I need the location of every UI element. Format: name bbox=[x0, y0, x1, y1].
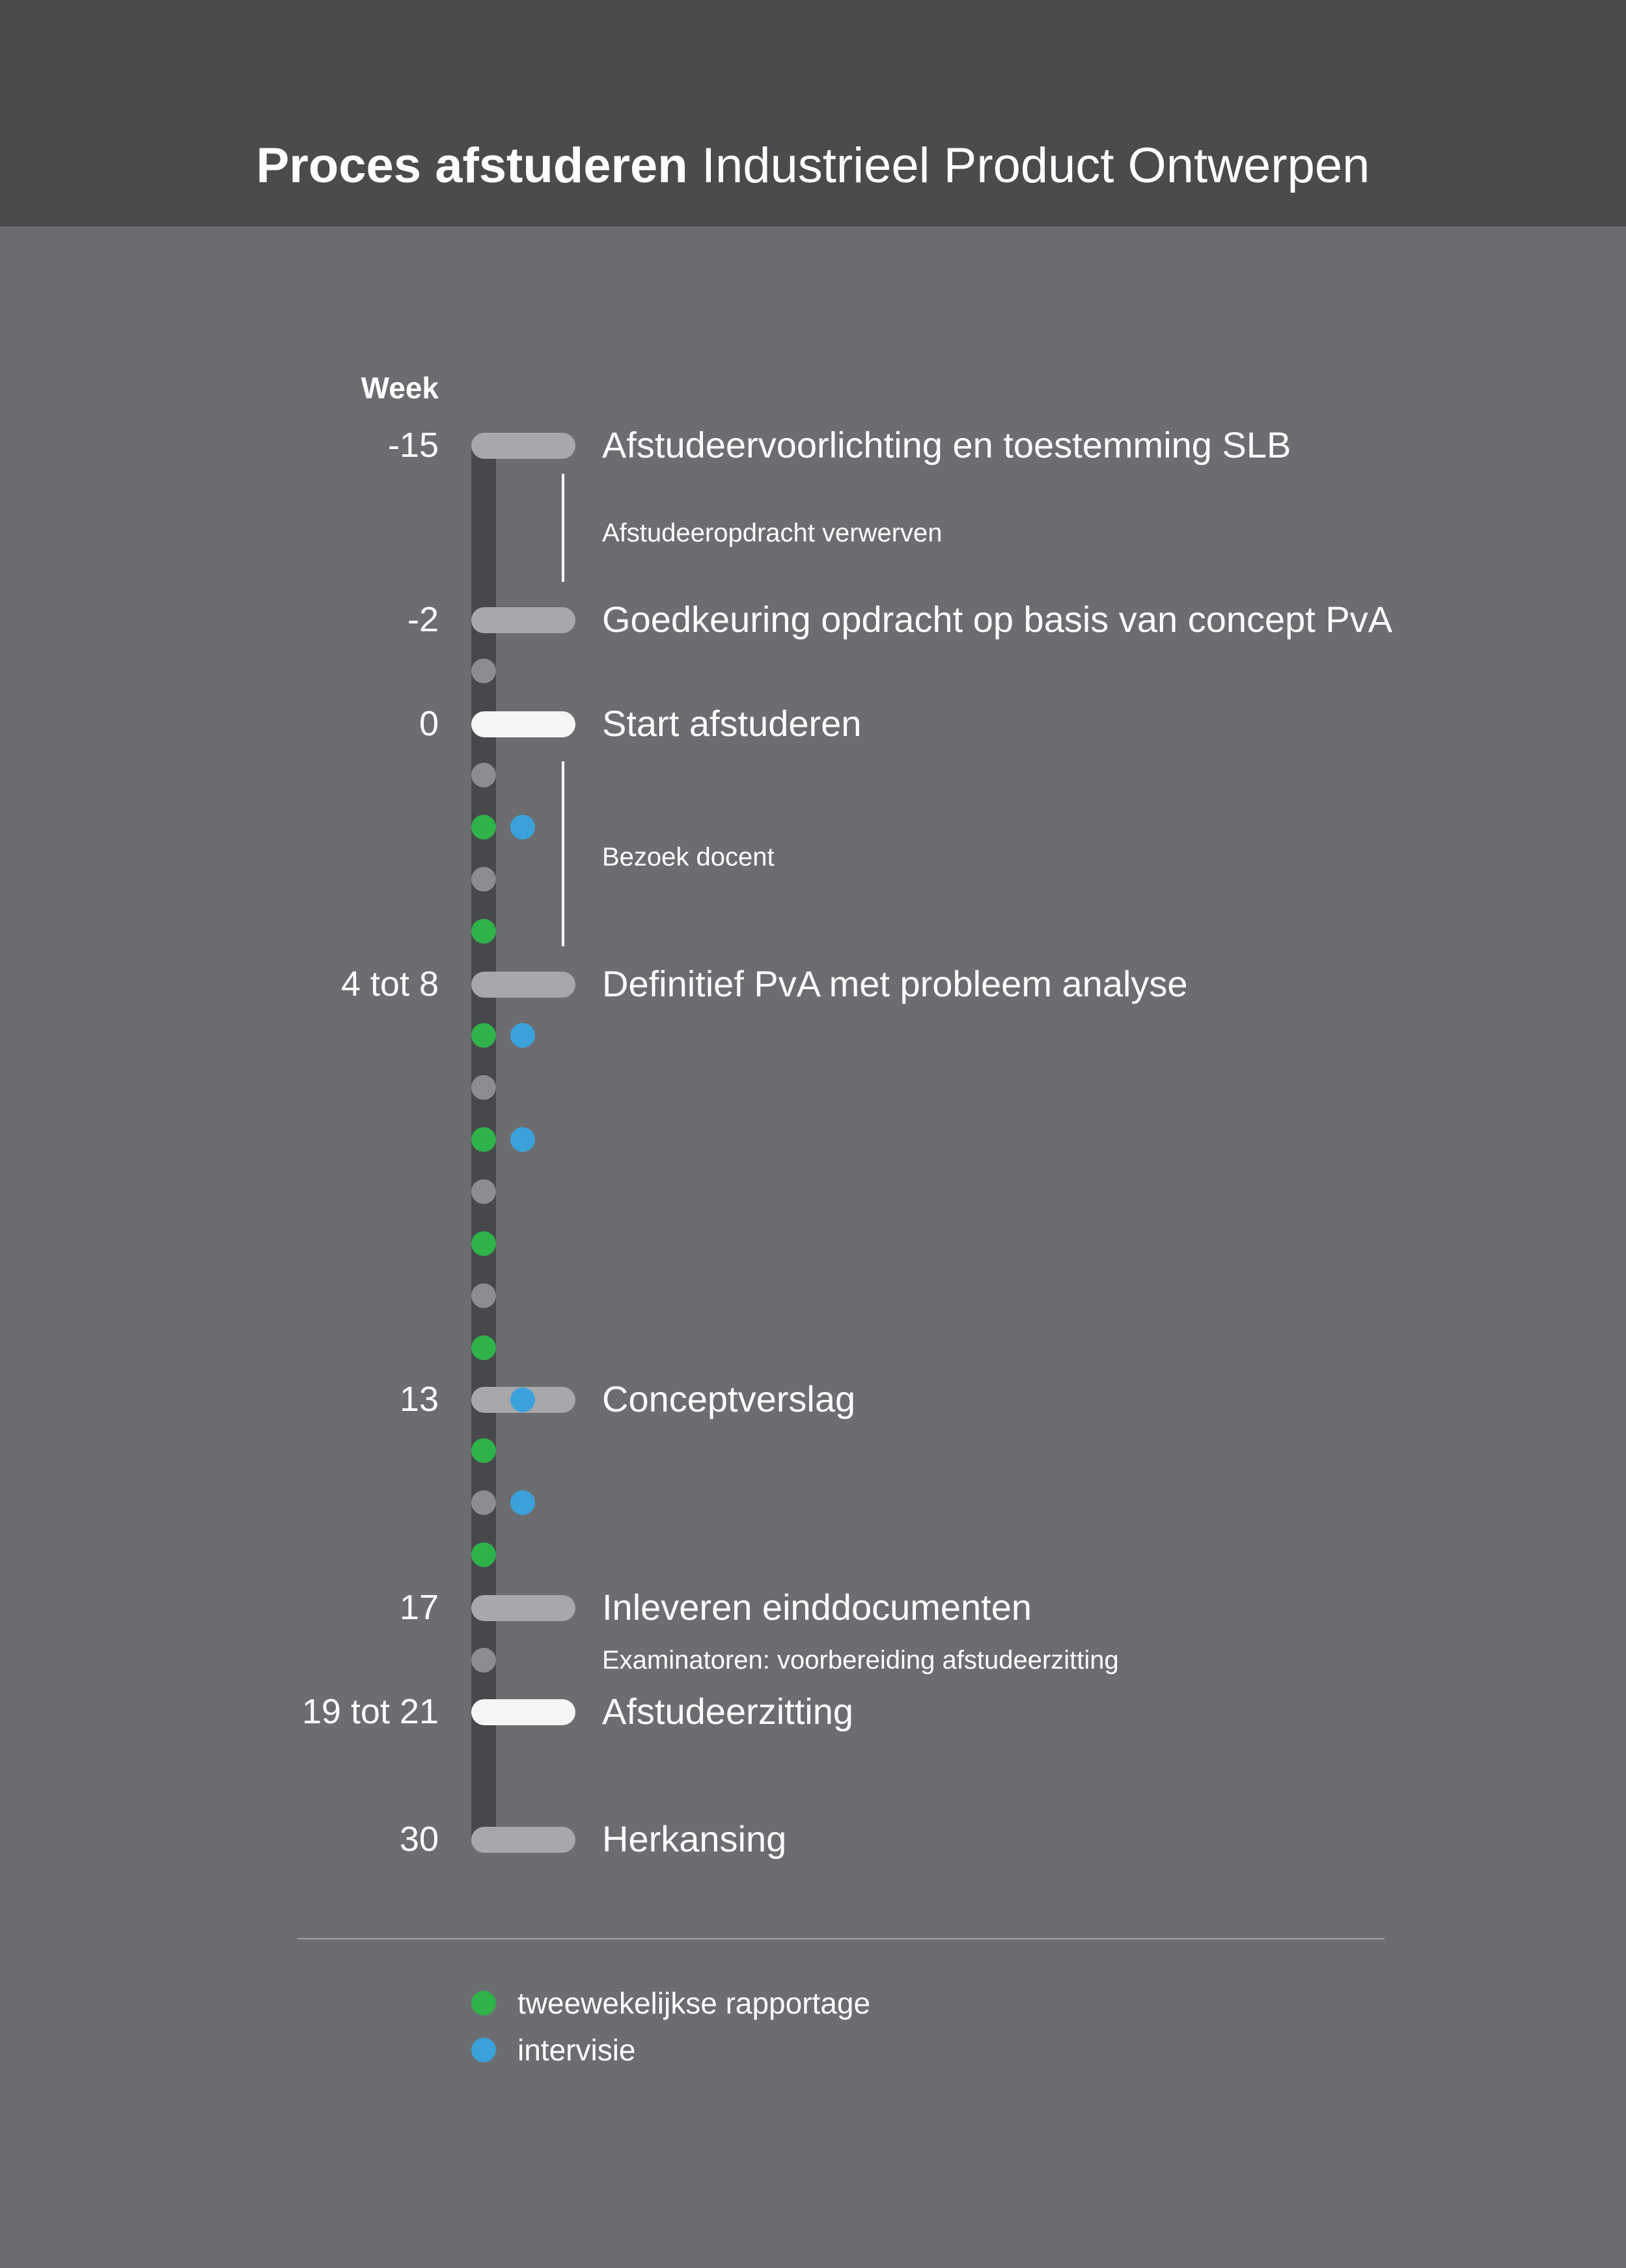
milestone-bar bbox=[471, 972, 575, 998]
period-label: Bezoek docent bbox=[602, 843, 775, 871]
week-number: 0 bbox=[419, 704, 439, 743]
milestone-label: Afstudeerzitting bbox=[602, 1691, 853, 1732]
milestone-bar bbox=[471, 607, 575, 633]
rapportage-dot bbox=[471, 919, 496, 944]
intervisie-dot bbox=[510, 1127, 535, 1152]
legend-label: intervisie bbox=[517, 2033, 636, 2067]
week-column-header: Week bbox=[361, 371, 439, 405]
period-label: Examinatoren: voorbereiding afstudeerzit… bbox=[602, 1646, 1119, 1674]
milestone-bar bbox=[471, 1595, 575, 1621]
milestone-label: Definitief PvA met probleem analyse bbox=[602, 963, 1188, 1004]
weekly-dot bbox=[471, 659, 496, 683]
period-bracket bbox=[562, 761, 564, 946]
milestone-label: Afstudeervoorlichting en toestemming SLB bbox=[602, 424, 1291, 465]
legend-label: tweewekelijkse rapportage bbox=[517, 1986, 871, 2020]
milestone-label: Conceptverslag bbox=[602, 1378, 856, 1419]
rapportage-dot bbox=[471, 1231, 496, 1256]
milestone-label: Goedkeuring opdracht op basis van concep… bbox=[602, 599, 1393, 640]
rapportage-dot bbox=[471, 1023, 496, 1048]
week-number: 30 bbox=[399, 1820, 439, 1859]
week-number: -15 bbox=[387, 426, 439, 465]
week-number: -2 bbox=[407, 600, 439, 639]
rapportage-dot bbox=[471, 1335, 496, 1360]
week-number: 19 tot 21 bbox=[301, 1692, 439, 1731]
weekly-dot bbox=[471, 867, 496, 892]
legend-green-swatch bbox=[471, 1991, 496, 2015]
milestone-bar bbox=[471, 711, 575, 737]
legend-blue-swatch bbox=[471, 2038, 496, 2062]
divider bbox=[297, 1938, 1385, 1939]
period-bracket bbox=[562, 474, 564, 582]
week-number: 4 tot 8 bbox=[340, 964, 439, 1004]
milestone-label: Inleveren einddocumenten bbox=[602, 1587, 1032, 1628]
period-label: Afstudeeropdracht verwerven bbox=[602, 519, 943, 547]
milestone-bar bbox=[471, 433, 575, 459]
weekly-dot bbox=[471, 1283, 496, 1308]
week-number: 13 bbox=[399, 1380, 439, 1419]
page-title: Proces afstuderen Industrieel Product On… bbox=[0, 137, 1626, 195]
rapportage-dot bbox=[471, 1127, 496, 1152]
milestone-label: Herkansing bbox=[602, 1818, 787, 1859]
milestone-bar bbox=[471, 1827, 575, 1853]
rapportage-dot bbox=[471, 1542, 496, 1567]
rapportage-dot bbox=[471, 815, 496, 840]
intervisie-dot bbox=[510, 1490, 535, 1515]
weekly-dot bbox=[471, 1075, 496, 1100]
intervisie-dot bbox=[510, 815, 535, 840]
week-number: 17 bbox=[399, 1588, 439, 1627]
weekly-dot bbox=[471, 763, 496, 787]
title-light: Industrieel Product Ontwerpen bbox=[701, 138, 1370, 193]
rapportage-dot bbox=[471, 1438, 496, 1463]
intervisie-dot bbox=[510, 1023, 535, 1048]
weekly-dot bbox=[471, 1179, 496, 1204]
title-bold: Proces afstuderen bbox=[256, 138, 688, 193]
milestone-label: Start afstuderen bbox=[602, 703, 862, 744]
weekly-dot bbox=[471, 1648, 496, 1673]
header-band: Proces afstuderen Industrieel Product On… bbox=[0, 0, 1626, 226]
weekly-dot bbox=[471, 1490, 496, 1515]
intervisie-dot bbox=[510, 1387, 535, 1412]
milestone-bar bbox=[471, 1699, 575, 1725]
